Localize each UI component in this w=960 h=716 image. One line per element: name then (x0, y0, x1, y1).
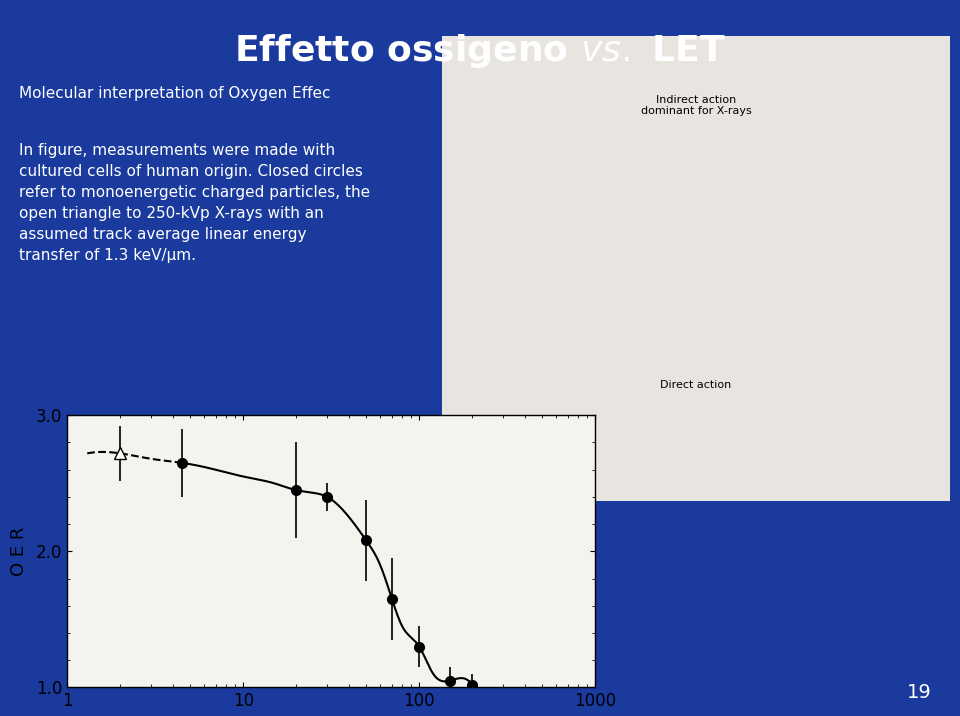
Text: Indirect action
dominant for X-rays: Indirect action dominant for X-rays (640, 95, 752, 117)
Text: 19: 19 (906, 682, 931, 702)
Text: Effetto ossigeno $\mathit{vs.}$ LET: Effetto ossigeno $\mathit{vs.}$ LET (234, 32, 726, 70)
Y-axis label: O E R: O E R (10, 527, 28, 576)
Text: Direct action: Direct action (660, 380, 732, 390)
Text: Molecular interpretation of Oxygen Effec: Molecular interpretation of Oxygen Effec (19, 86, 330, 101)
Text: In figure, measurements were made with
cultured cells of human origin. Closed ci: In figure, measurements were made with c… (19, 143, 371, 263)
